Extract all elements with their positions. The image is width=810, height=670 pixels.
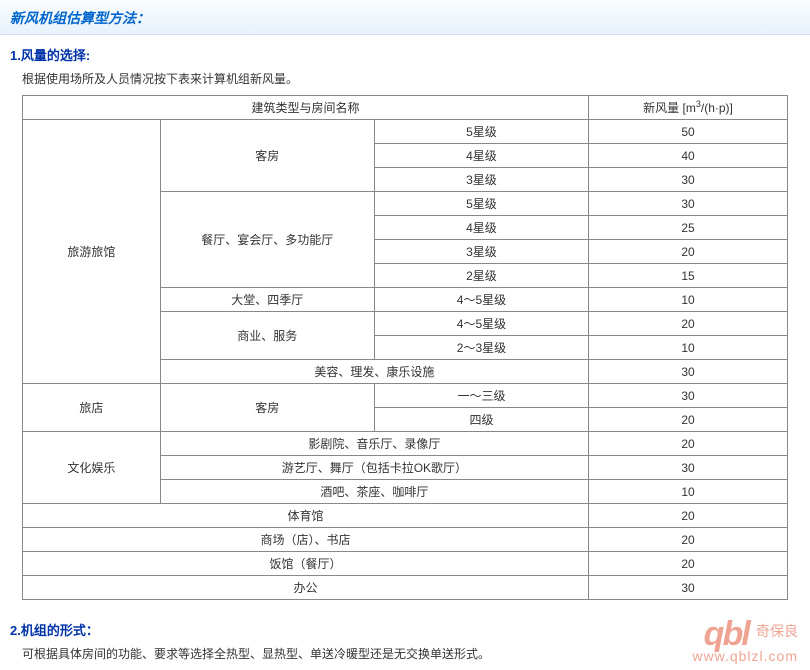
table-row: 饭馆（餐厅）20 [23, 552, 788, 576]
cell-value: 30 [589, 384, 788, 408]
table-row: 旅店客房一～三级30 [23, 384, 788, 408]
table-row: 办公30 [23, 576, 788, 600]
part1-title: 1.风量的选择: [0, 35, 810, 68]
cell-value: 20 [589, 528, 788, 552]
cell-value: 30 [589, 192, 788, 216]
cell-value: 10 [589, 480, 788, 504]
part2-title: 2.机组的形式： [0, 610, 810, 643]
cell-value: 30 [589, 360, 788, 384]
cell-value: 10 [589, 288, 788, 312]
cell-category2: 美容、理发、康乐设施 [160, 360, 588, 384]
table-wrapper: 建筑类型与房间名称 新风量 [m3/(h·p)] 旅游旅馆客房5星级504星级4… [0, 95, 810, 610]
cell-category1: 旅店 [23, 384, 161, 432]
cell-value: 20 [589, 312, 788, 336]
airflow-table: 建筑类型与房间名称 新风量 [m3/(h·p)] 旅游旅馆客房5星级504星级4… [22, 95, 788, 600]
cell-value: 20 [589, 504, 788, 528]
cell-level: 4星级 [374, 144, 588, 168]
cell-level: 4～5星级 [374, 312, 588, 336]
cell-category1: 文化娱乐 [23, 432, 161, 504]
cell-value: 20 [589, 240, 788, 264]
cell-category2: 客房 [160, 120, 374, 192]
table-row: 文化娱乐影剧院、音乐厅、录像厅20 [23, 432, 788, 456]
cell-value: 40 [589, 144, 788, 168]
cell-value: 30 [589, 576, 788, 600]
cell-category1: 办公 [23, 576, 589, 600]
cell-value: 20 [589, 552, 788, 576]
cell-category2: 影剧院、音乐厅、录像厅 [160, 432, 588, 456]
part1-desc: 根据使用场所及人员情况按下表来计算机组新风量。 [0, 68, 810, 95]
cell-category2: 大堂、四季厅 [160, 288, 374, 312]
cell-category1: 旅游旅馆 [23, 120, 161, 384]
cell-level: 5星级 [374, 192, 588, 216]
cell-value: 10 [589, 336, 788, 360]
cell-level: 3星级 [374, 240, 588, 264]
cell-level: 4星级 [374, 216, 588, 240]
table-row: 旅游旅馆客房5星级50 [23, 120, 788, 144]
cell-level: 一～三级 [374, 384, 588, 408]
cell-value: 30 [589, 168, 788, 192]
section-title: 新风机组估算型方法： [0, 0, 810, 35]
cell-value: 20 [589, 408, 788, 432]
cell-value: 20 [589, 432, 788, 456]
cell-category2: 餐厅、宴会厅、多功能厅 [160, 192, 374, 288]
header-left: 建筑类型与房间名称 [23, 96, 589, 120]
part2-desc: 可根据具体房间的功能、要求等选择全热型、显热型、单送冷暖型还是无交换单送形式。 [0, 643, 810, 670]
header-right: 新风量 [m3/(h·p)] [589, 96, 788, 120]
cell-level: 2星级 [374, 264, 588, 288]
cell-category1: 商场（店）、书店 [23, 528, 589, 552]
cell-category2: 游艺厅、舞厅（包括卡拉OK歌厅） [160, 456, 588, 480]
cell-category1: 饭馆（餐厅） [23, 552, 589, 576]
cell-category2: 商业、服务 [160, 312, 374, 360]
cell-value: 50 [589, 120, 788, 144]
cell-category2: 客房 [160, 384, 374, 432]
cell-level: 5星级 [374, 120, 588, 144]
cell-value: 30 [589, 456, 788, 480]
cell-level: 2～3星级 [374, 336, 588, 360]
table-row: 商场（店）、书店20 [23, 528, 788, 552]
cell-level: 四级 [374, 408, 588, 432]
table-row: 体育馆20 [23, 504, 788, 528]
cell-level: 3星级 [374, 168, 588, 192]
cell-category1: 体育馆 [23, 504, 589, 528]
cell-level: 4～5星级 [374, 288, 588, 312]
cell-category2: 酒吧、茶座、咖啡厅 [160, 480, 588, 504]
cell-value: 25 [589, 216, 788, 240]
cell-value: 15 [589, 264, 788, 288]
